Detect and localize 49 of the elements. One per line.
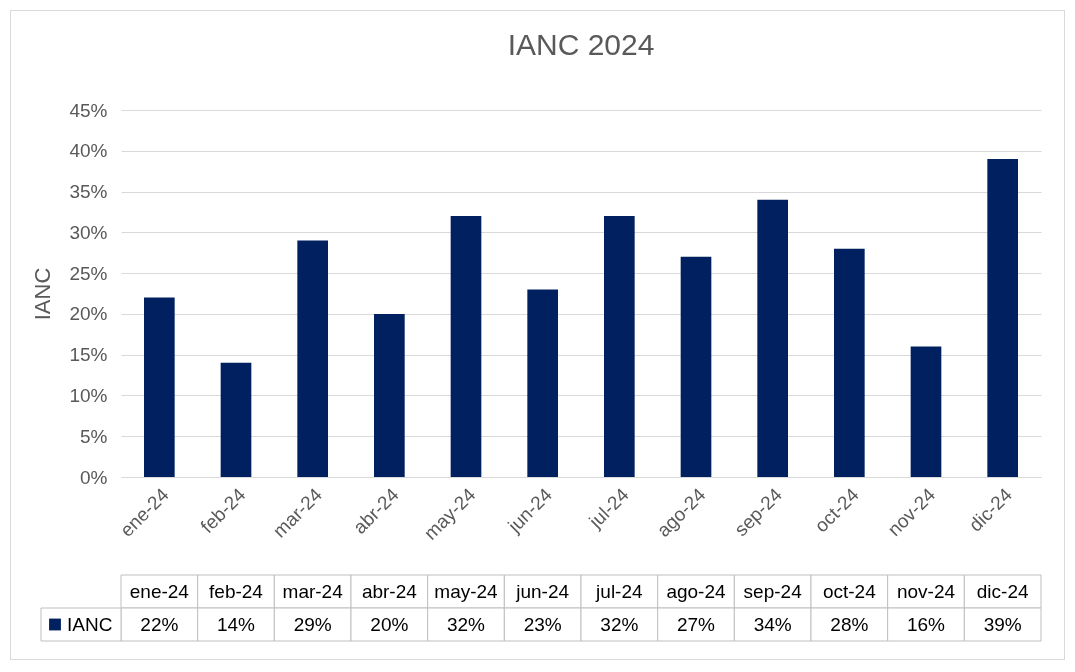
bar <box>757 199 788 477</box>
y-tick-label: 35% <box>69 181 108 203</box>
bar <box>604 216 635 477</box>
data-label: 27% <box>676 613 716 635</box>
category-label: jul-24 <box>596 580 643 602</box>
y-tick-label: 15% <box>69 344 108 366</box>
category-label: abr-24 <box>361 580 417 602</box>
data-label: 29% <box>293 613 332 635</box>
bar <box>834 248 865 477</box>
category-label: nov-24 <box>896 580 956 602</box>
data-label: 22% <box>140 613 179 635</box>
category-label: sep-24 <box>743 580 802 602</box>
bar <box>374 313 405 477</box>
bar <box>220 362 252 477</box>
bar <box>527 289 558 477</box>
legend-label: IANC <box>67 613 113 635</box>
data-label: 34% <box>753 613 792 635</box>
category-label: may-24 <box>434 580 498 602</box>
category-label: ago-24 <box>666 580 726 602</box>
y-tick-label: 40% <box>69 140 108 162</box>
y-tick-label: 5% <box>80 425 108 447</box>
bar <box>680 256 712 477</box>
bar <box>144 297 175 477</box>
y-tick-label: 30% <box>69 221 108 243</box>
category-label: oct-24 <box>822 580 876 602</box>
data-label: 20% <box>370 613 409 635</box>
bar <box>910 346 942 477</box>
category-label: jun-24 <box>516 580 570 602</box>
chart-title: IANC 2024 <box>507 28 655 61</box>
data-label: 14% <box>216 613 256 635</box>
category-label: feb-24 <box>209 580 263 602</box>
category-label: dic-24 <box>976 580 1029 602</box>
y-tick-label: 0% <box>80 466 108 488</box>
category-label: ene-24 <box>129 580 189 602</box>
y-axis-title: IANC <box>30 267 56 321</box>
data-label: 23% <box>523 613 562 635</box>
data-label: 32% <box>600 613 639 635</box>
y-tick-label: 45% <box>69 99 108 121</box>
y-tick-label: 10% <box>69 384 108 406</box>
bar <box>297 240 328 477</box>
y-tick-label: 25% <box>69 262 108 284</box>
bar <box>987 158 1018 477</box>
bar <box>450 216 482 477</box>
y-tick-label: 20% <box>69 303 108 325</box>
data-label: 39% <box>983 613 1022 635</box>
category-label: mar-24 <box>282 580 343 602</box>
data-label: 28% <box>830 613 869 635</box>
data-label: 32% <box>446 613 486 635</box>
data-label: 16% <box>906 613 946 635</box>
